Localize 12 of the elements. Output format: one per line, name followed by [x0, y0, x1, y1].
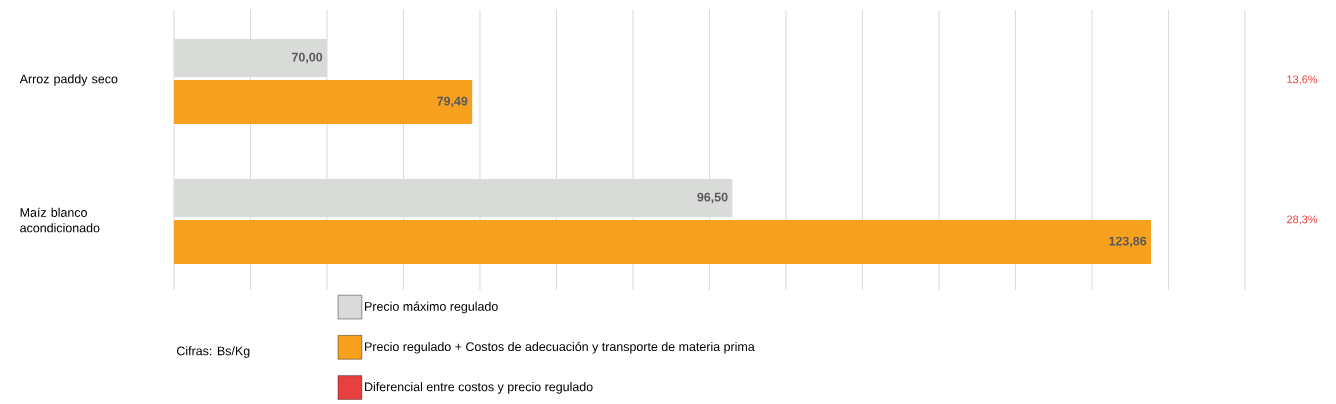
- y-tick-label: Arroz paddy seco: [19, 74, 118, 86]
- text: 13,6%: [1287, 75, 1318, 85]
- text: Cifras: Bs/Kg: [176, 346, 250, 358]
- data-label: 96,50: [697, 192, 728, 204]
- legend-label: Precio máximo regulado: [365, 301, 498, 314]
- data-label: 70,00: [292, 52, 323, 64]
- legend-label: Diferencial entre costos y precio regulado: [365, 382, 593, 394]
- legend-label: Precio regulado + Costos de adecuación y transporte de materia prima: [365, 341, 755, 354]
- data-label: 79,49: [437, 96, 468, 108]
- y-tick-label: Maíz blanco acondicionado: [20, 207, 100, 233]
- text: 28,3%: [1287, 215, 1318, 225]
- data-label: 123,86: [1109, 236, 1147, 248]
